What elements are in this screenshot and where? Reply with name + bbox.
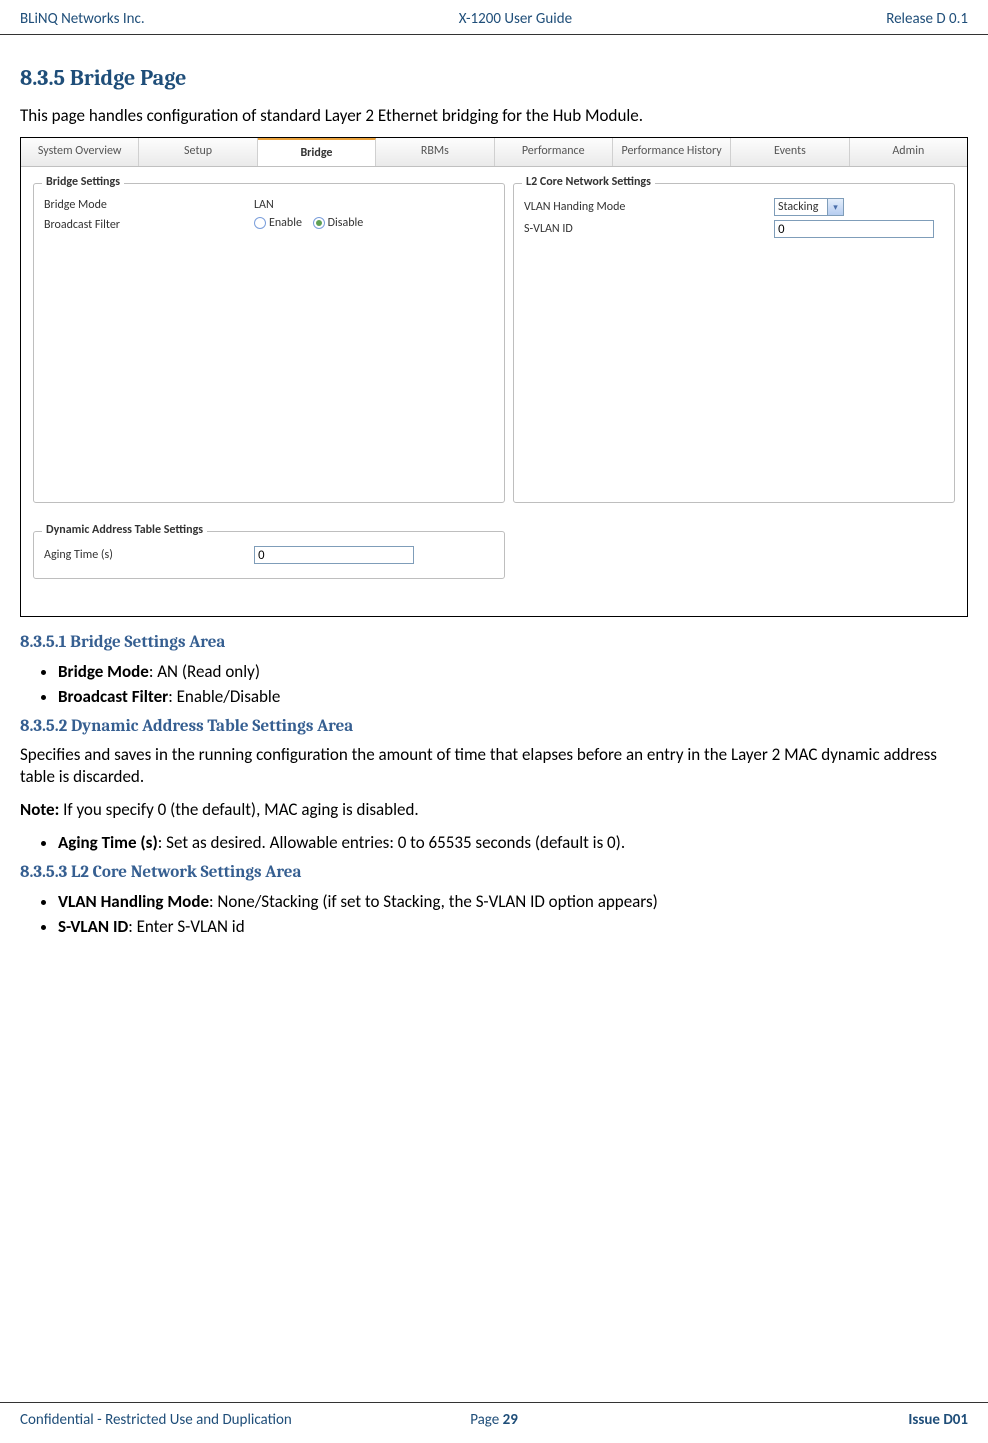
subsection-1-title: 8.3.5.1 Bridge Settings Area — [20, 633, 968, 652]
tab-performance[interactable]: Performance — [495, 138, 613, 166]
dynamic-address-fieldset: Dynamic Address Table Settings Aging Tim… — [33, 531, 505, 579]
dynamic-address-legend: Dynamic Address Table Settings — [42, 523, 207, 537]
bullet-rest: : Set as desired. Allowable entries: 0 t… — [158, 832, 625, 853]
section-number: 8.3.5 — [20, 65, 65, 91]
tab-setup[interactable]: Setup — [139, 138, 257, 166]
bridge-page-screenshot: System Overview Setup Bridge RBMs Perfor… — [20, 137, 968, 617]
header-left: BLiNQ Networks Inc. — [20, 10, 145, 28]
tab-bridge[interactable]: Bridge — [258, 138, 376, 166]
broadcast-filter-radios: Enable Disable — [254, 216, 371, 233]
page-header: BLiNQ Networks Inc. X-1200 User Guide Re… — [0, 0, 988, 35]
bullet-rest: : Enter S-VLAN id — [128, 916, 244, 937]
bullet-bold: Broadcast Filter — [58, 686, 168, 707]
subsection-2-note: Note: If you specify 0 (the default), MA… — [20, 799, 968, 821]
subsection-3-bullets: VLAN Handling Mode: None/Stacking (if se… — [20, 890, 968, 939]
list-item: VLAN Handling Mode: None/Stacking (if se… — [58, 890, 968, 915]
bullet-bold: S-VLAN ID — [58, 916, 128, 937]
header-right: Release D 0.1 — [886, 10, 968, 28]
bullet-bold: Bridge Mode — [58, 661, 149, 682]
page-content: 8.3.5 Bridge Page This page handles conf… — [0, 35, 988, 940]
list-item: Bridge Mode: AN (Read only) — [58, 660, 968, 685]
l2-core-legend: L2 Core Network Settings — [522, 175, 655, 189]
footer-page-number: 29 — [503, 1411, 518, 1429]
svlan-row: S-VLAN ID — [524, 220, 944, 238]
footer-page-prefix: Page — [470, 1411, 502, 1429]
section-intro: This page handles configuration of stand… — [20, 105, 968, 127]
left-column: Bridge Settings Bridge Mode LAN Broadcas… — [29, 179, 509, 515]
tab-events[interactable]: Events — [731, 138, 849, 166]
section-heading-text: Bridge Page — [70, 65, 187, 91]
subsection-2-bullets: Aging Time (s): Set as desired. Allowabl… — [20, 831, 968, 856]
footer-center: Page 29 — [470, 1411, 518, 1429]
footer-right: Issue D01 — [908, 1411, 968, 1429]
bullet-bold: VLAN Handling Mode — [58, 891, 209, 912]
bullet-rest: : None/Stacking (if set to Stacking, the… — [209, 891, 658, 912]
radio-disable-dot — [313, 217, 325, 229]
subsection-2-para: Specifies and saves in the running confi… — [20, 744, 968, 788]
page-footer: Confidential - Restricted Use and Duplic… — [0, 1402, 988, 1443]
tab-admin[interactable]: Admin — [850, 138, 967, 166]
broadcast-filter-label: Broadcast Filter — [44, 218, 254, 232]
aging-time-row: Aging Time (s) — [44, 546, 494, 564]
vlan-handling-value: Stacking — [778, 200, 818, 214]
subsection-2-title: 8.3.5.2 Dynamic Address Table Settings A… — [20, 717, 968, 736]
bullet-rest: : AN (Read only) — [149, 661, 260, 682]
list-item: Aging Time (s): Set as desired. Allowabl… — [58, 831, 968, 856]
broadcast-filter-row: Broadcast Filter Enable Disable — [44, 216, 494, 233]
chevron-down-icon: ▾ — [827, 199, 843, 215]
radio-enable-dot — [254, 217, 266, 229]
list-item: Broadcast Filter: Enable/Disable — [58, 685, 968, 710]
bridge-settings-legend: Bridge Settings — [42, 175, 124, 189]
svlan-input[interactable] — [774, 220, 934, 238]
vlan-handling-select[interactable]: Stacking ▾ — [774, 198, 844, 216]
subsection-3-title: 8.3.5.3 L2 Core Network Settings Area — [20, 863, 968, 882]
list-item: S-VLAN ID: Enter S-VLAN id — [58, 915, 968, 940]
bridge-mode-row: Bridge Mode LAN — [44, 198, 494, 212]
note-bold: Note: — [20, 799, 59, 820]
right-column: L2 Core Network Settings VLAN Handing Mo… — [509, 179, 959, 515]
radio-enable-label: Enable — [269, 216, 302, 230]
footer-left: Confidential - Restricted Use and Duplic… — [20, 1411, 292, 1429]
tab-performance-history[interactable]: Performance History — [613, 138, 731, 166]
tab-rbms[interactable]: RBMs — [376, 138, 494, 166]
section-title: 8.3.5 Bridge Page — [20, 65, 968, 91]
header-center: X-1200 User Guide — [459, 10, 572, 28]
bridge-mode-label: Bridge Mode — [44, 198, 254, 212]
bullet-rest: : Enable/Disable — [168, 686, 280, 707]
vlan-handling-label: VLAN Handing Mode — [524, 200, 774, 214]
aging-time-input[interactable] — [254, 546, 414, 564]
note-rest: If you specify 0 (the default), MAC agin… — [59, 799, 418, 820]
radio-disable[interactable]: Disable — [313, 216, 364, 230]
subsection-1-bullets: Bridge Mode: AN (Read only) Broadcast Fi… — [20, 660, 968, 709]
tab-system-overview[interactable]: System Overview — [21, 138, 139, 166]
tab-bar: System Overview Setup Bridge RBMs Perfor… — [21, 138, 967, 167]
vlan-handling-row: VLAN Handing Mode Stacking ▾ — [524, 198, 944, 216]
panels-row: Bridge Settings Bridge Mode LAN Broadcas… — [21, 167, 967, 527]
bullet-bold: Aging Time (s) — [58, 832, 158, 853]
svlan-label: S-VLAN ID — [524, 222, 774, 236]
l2-core-network-fieldset: L2 Core Network Settings VLAN Handing Mo… — [513, 183, 955, 503]
bridge-settings-fieldset: Bridge Settings Bridge Mode LAN Broadcas… — [33, 183, 505, 503]
radio-disable-label: Disable — [328, 216, 364, 230]
radio-enable[interactable]: Enable — [254, 216, 302, 230]
dynamic-settings-wrapper: Dynamic Address Table Settings Aging Tim… — [21, 531, 967, 579]
aging-time-label: Aging Time (s) — [44, 548, 254, 562]
bridge-mode-value: LAN — [254, 198, 274, 212]
